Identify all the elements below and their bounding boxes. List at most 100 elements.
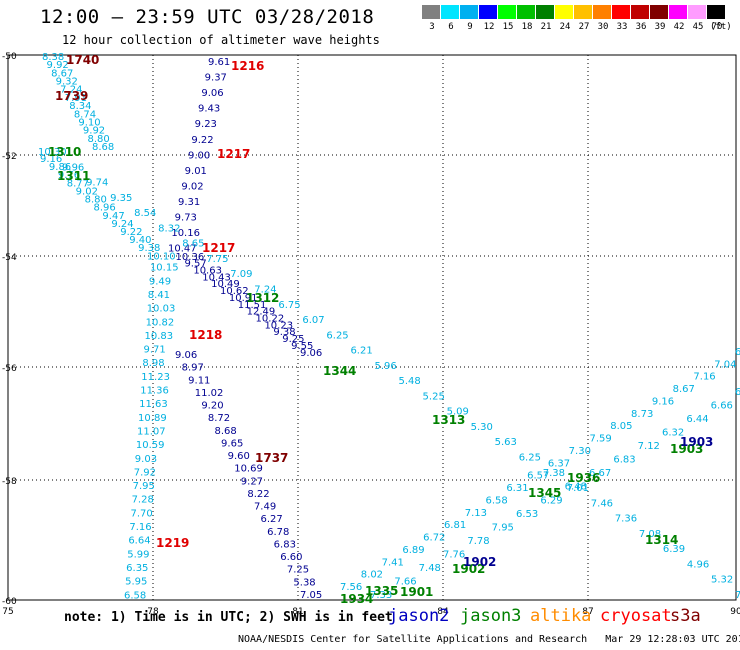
wave-height-value: 10.16 <box>171 228 200 239</box>
wave-height-value: 8.67 <box>51 68 73 79</box>
wave-height-value: 9.76 <box>58 170 80 181</box>
wave-height-value: 7.16 <box>129 522 151 533</box>
legend-label: 6 <box>448 22 454 32</box>
satellite-name-jason2: jason2 <box>388 606 450 626</box>
wave-height-value: 9.37 <box>205 73 227 84</box>
pass-time-label: 1219 <box>156 536 189 550</box>
wave-height-value: 6.75 <box>278 300 300 311</box>
wave-height-value: 7.16 <box>693 372 715 383</box>
legend-swatch <box>631 5 650 19</box>
wave-height-value: 6.07 <box>302 315 324 326</box>
wave-height-value: 10.89 <box>138 413 167 424</box>
wave-height-value: 6.83 <box>274 539 296 550</box>
legend-swatch <box>517 5 536 19</box>
wave-height-value: 5.38 <box>293 577 315 588</box>
legend-label: 18 <box>521 22 533 32</box>
longitude-label: 75 <box>2 607 13 617</box>
legend-swatch <box>612 5 631 19</box>
wave-height-value: 6.25 <box>326 330 348 341</box>
wave-height-value: 6.29 <box>540 495 562 506</box>
legend-label: 3 <box>429 22 435 32</box>
pass-time-label: 1314 <box>645 533 678 547</box>
wave-height-value: 6.60 <box>280 552 302 563</box>
wave-height-value: 9.73 <box>175 213 197 224</box>
wave-height-value: 10.47 <box>168 244 197 255</box>
wave-height-value: 9.43 <box>198 104 220 115</box>
longitude-label: 90 <box>730 607 740 617</box>
wave-height-value: 5.32 <box>711 575 733 586</box>
legend-swatch <box>593 5 612 19</box>
wave-height-value: 7.49 <box>254 502 276 513</box>
wave-height-value: 11.51 <box>238 300 267 311</box>
pass-time-label: 1737 <box>255 451 288 465</box>
latitude-label: -58 <box>2 477 17 487</box>
wave-height-value: 10.91 <box>229 293 258 304</box>
wave-height-value: 7.25 <box>287 565 309 576</box>
pass-time-label: 1313 <box>432 413 465 427</box>
legend-swatch <box>479 5 498 19</box>
wave-height-value: 11.63 <box>139 399 168 410</box>
wave-height-value: 8.74 <box>74 109 96 120</box>
wave-height-value: 10.59 <box>136 440 165 451</box>
wave-height-value: 9.92 <box>83 126 105 137</box>
wave-height-value: 11.36 <box>140 386 169 397</box>
wave-height-value: 6.39 <box>663 544 685 555</box>
wave-height-value: 9.11 <box>188 375 210 386</box>
wave-height-value: 9.10 <box>78 117 100 128</box>
wave-height-value: 7.28 <box>132 495 154 506</box>
wave-height-value: 9.49 <box>149 276 171 287</box>
wave-height-value: 8.22 <box>247 489 269 500</box>
longitude-label: 78 <box>147 607 159 617</box>
wave-height-value: 9.02 <box>76 186 98 197</box>
wave-height-value: 10.15 <box>150 263 179 274</box>
pass-time-label: 1936 <box>567 471 600 485</box>
wave-height-value: 9.03 <box>135 454 157 465</box>
wave-height-value: 5.09 <box>447 407 469 418</box>
wave-height-value: 9.55 <box>291 341 313 352</box>
wave-height-value: 7.36 <box>615 514 637 525</box>
pass-time-label: 1216 <box>231 59 264 73</box>
wave-height-value: 6.57 <box>527 471 549 482</box>
wave-height-value: 7.46 <box>591 498 613 509</box>
wave-height-value: 10.03 <box>147 304 176 315</box>
legend-swatch <box>707 5 726 19</box>
wave-height-value: 9.71 <box>143 345 165 356</box>
legend-label: 36 <box>635 22 647 32</box>
longitude-label: 81 <box>292 607 303 617</box>
wave-height-value: 6.81 <box>444 520 466 531</box>
wave-height-value: 9.06 <box>201 88 223 99</box>
wave-height-value: 9.02 <box>181 181 203 192</box>
wave-height-value: 11.07 <box>137 426 166 437</box>
wave-height-value: 8.72 <box>208 413 230 424</box>
legend-swatch <box>669 5 688 19</box>
wave-height-value: 9.24 <box>111 219 133 230</box>
wave-height-value: 8.80 <box>85 195 107 206</box>
wave-height-value: 6.66 <box>711 401 733 412</box>
wave-height-value: 9.92 <box>47 60 69 71</box>
wave-height-value: 6.78 <box>267 527 289 538</box>
legend-swatch <box>460 5 479 19</box>
latitude-label: -60 <box>2 597 17 607</box>
wave-height-value: 9.23 <box>195 119 217 130</box>
wave-height-value: 6.37 <box>548 458 570 469</box>
legend-label: 24 <box>559 22 571 32</box>
wave-height-value: 6.31 <box>506 483 528 494</box>
pass-time-label: 1218 <box>189 328 222 342</box>
wave-height-value: 7.92 <box>134 467 156 478</box>
wave-height-value: 8.98 <box>142 358 164 369</box>
legend-label: 33 <box>616 22 628 32</box>
wave-height-value: 7.04 <box>714 359 736 370</box>
satellite-name-cryosat: cryosat <box>600 606 672 626</box>
wave-height-value: 7.41 <box>382 557 404 568</box>
wave-height-value: 9.22 <box>120 227 142 238</box>
wave-height-value: 10.10 <box>147 251 176 262</box>
map-frame <box>7 54 737 601</box>
wave-height-value: 6.27 <box>261 514 283 525</box>
wave-height-value: 7.24 <box>254 284 276 295</box>
wave-height-value: 9.96 <box>62 162 84 173</box>
legend-label: 45 <box>692 22 704 32</box>
wave-height-value: 9.32 <box>56 77 78 88</box>
wave-height-value: 9.38 <box>273 327 295 338</box>
wave-height-value: 8.96 <box>94 203 116 214</box>
wave-height-value: 8.80 <box>87 134 109 145</box>
